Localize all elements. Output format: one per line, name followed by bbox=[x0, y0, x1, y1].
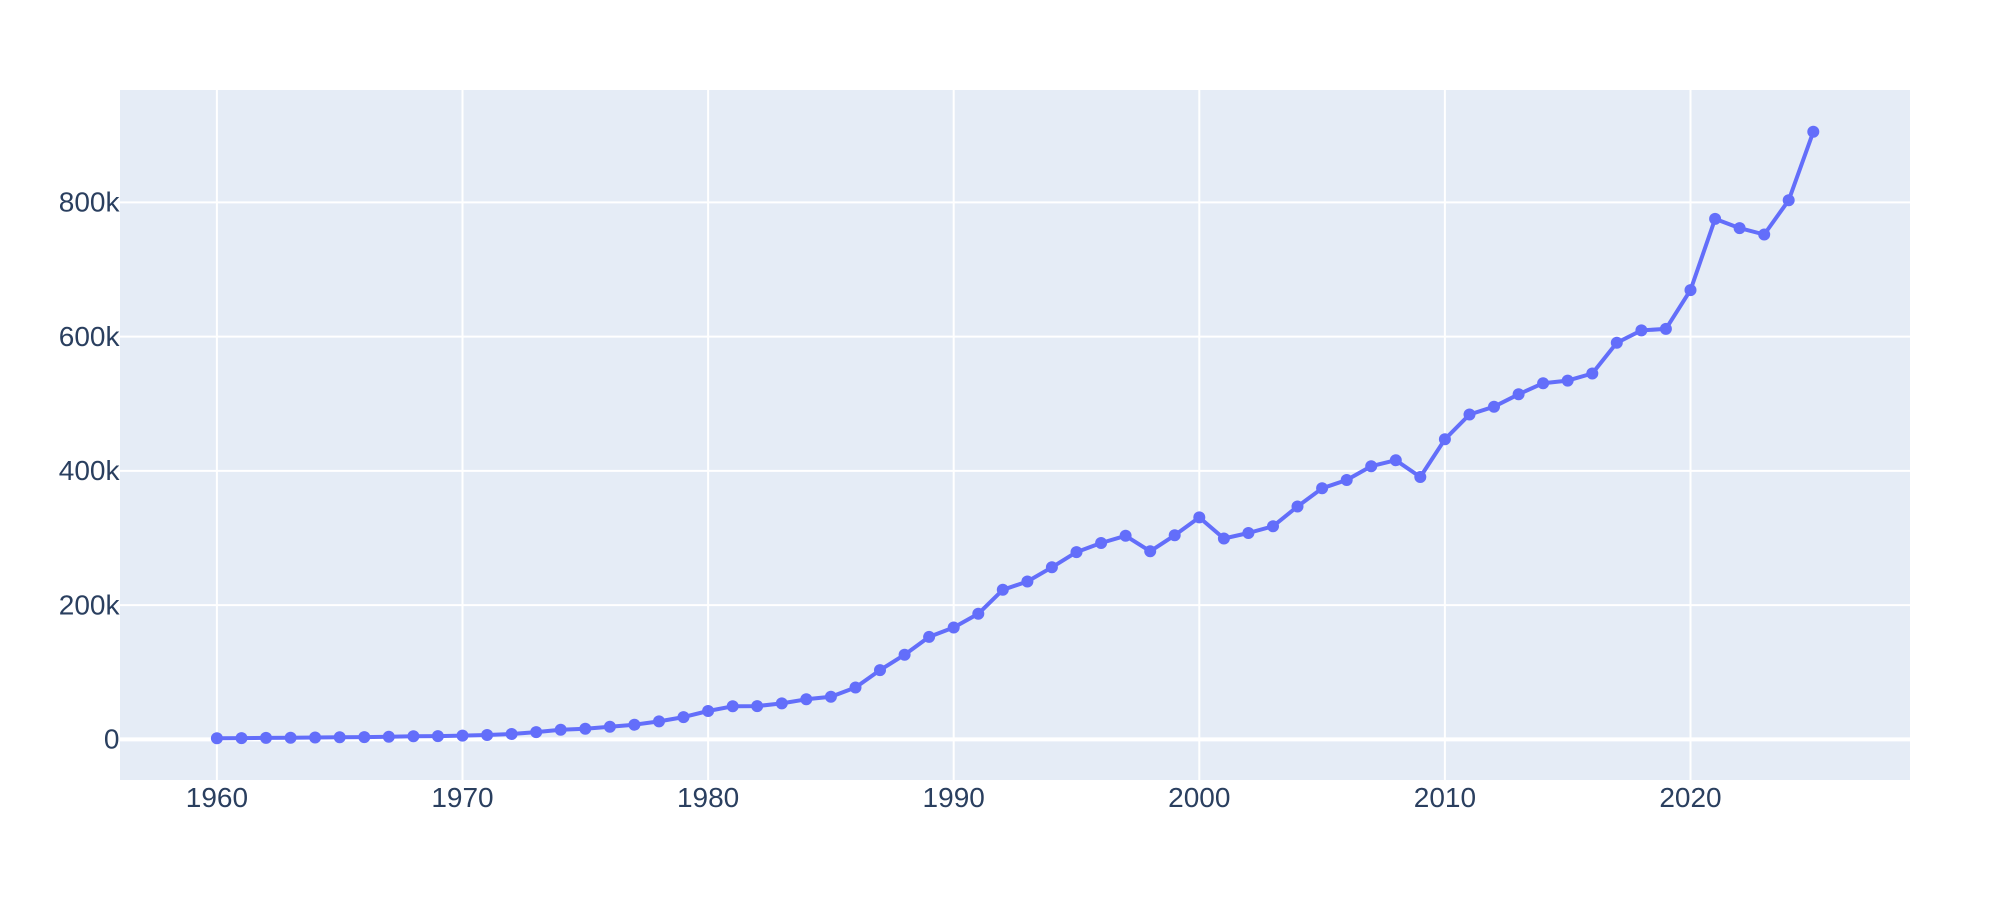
svg-text:1990: 1990 bbox=[923, 782, 985, 813]
svg-text:0: 0 bbox=[104, 724, 120, 755]
svg-text:1970: 1970 bbox=[431, 782, 493, 813]
svg-text:2020: 2020 bbox=[1659, 782, 1721, 813]
svg-text:800k: 800k bbox=[59, 187, 121, 218]
svg-text:1960: 1960 bbox=[186, 782, 248, 813]
svg-text:2000: 2000 bbox=[1168, 782, 1230, 813]
svg-text:1980: 1980 bbox=[677, 782, 739, 813]
svg-text:2010: 2010 bbox=[1414, 782, 1476, 813]
svg-text:400k: 400k bbox=[59, 455, 121, 486]
svg-text:200k: 200k bbox=[59, 589, 121, 620]
svg-text:600k: 600k bbox=[59, 321, 121, 352]
